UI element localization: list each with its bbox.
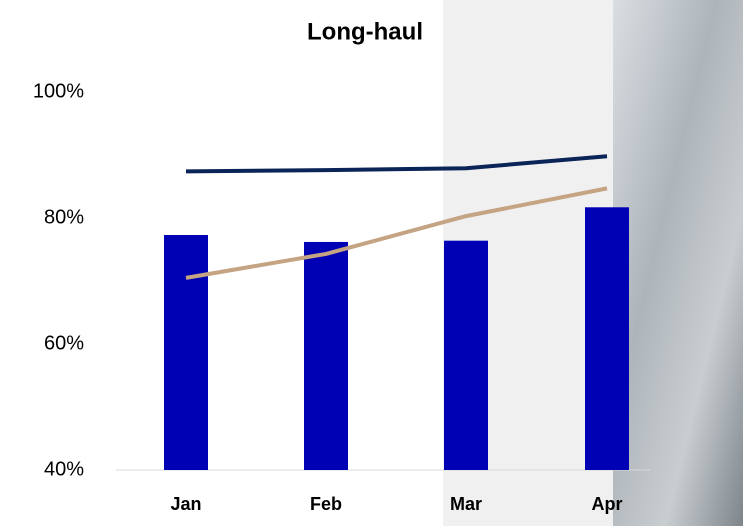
y-tick-label: 40% (44, 458, 84, 480)
line (185, 186, 608, 280)
bar (585, 207, 629, 471)
bar (444, 240, 488, 470)
bar (164, 235, 208, 470)
line (185, 154, 608, 174)
plot: 40% 60% 80% 100% Jan Feb Mar Apr (33, 80, 650, 514)
chart-title: Long-haul (307, 18, 423, 45)
x-tick-label: Mar (450, 494, 482, 514)
background-photo (613, 0, 743, 526)
y-tick-label: 60% (44, 332, 84, 354)
x-tick-label: Jan (170, 494, 201, 514)
bar (304, 241, 348, 470)
x-tick-label: Feb (310, 494, 342, 514)
y-tick-label: 80% (44, 206, 84, 228)
y-tick-label: 100% (33, 80, 84, 102)
x-tick-label: Apr (592, 494, 623, 514)
